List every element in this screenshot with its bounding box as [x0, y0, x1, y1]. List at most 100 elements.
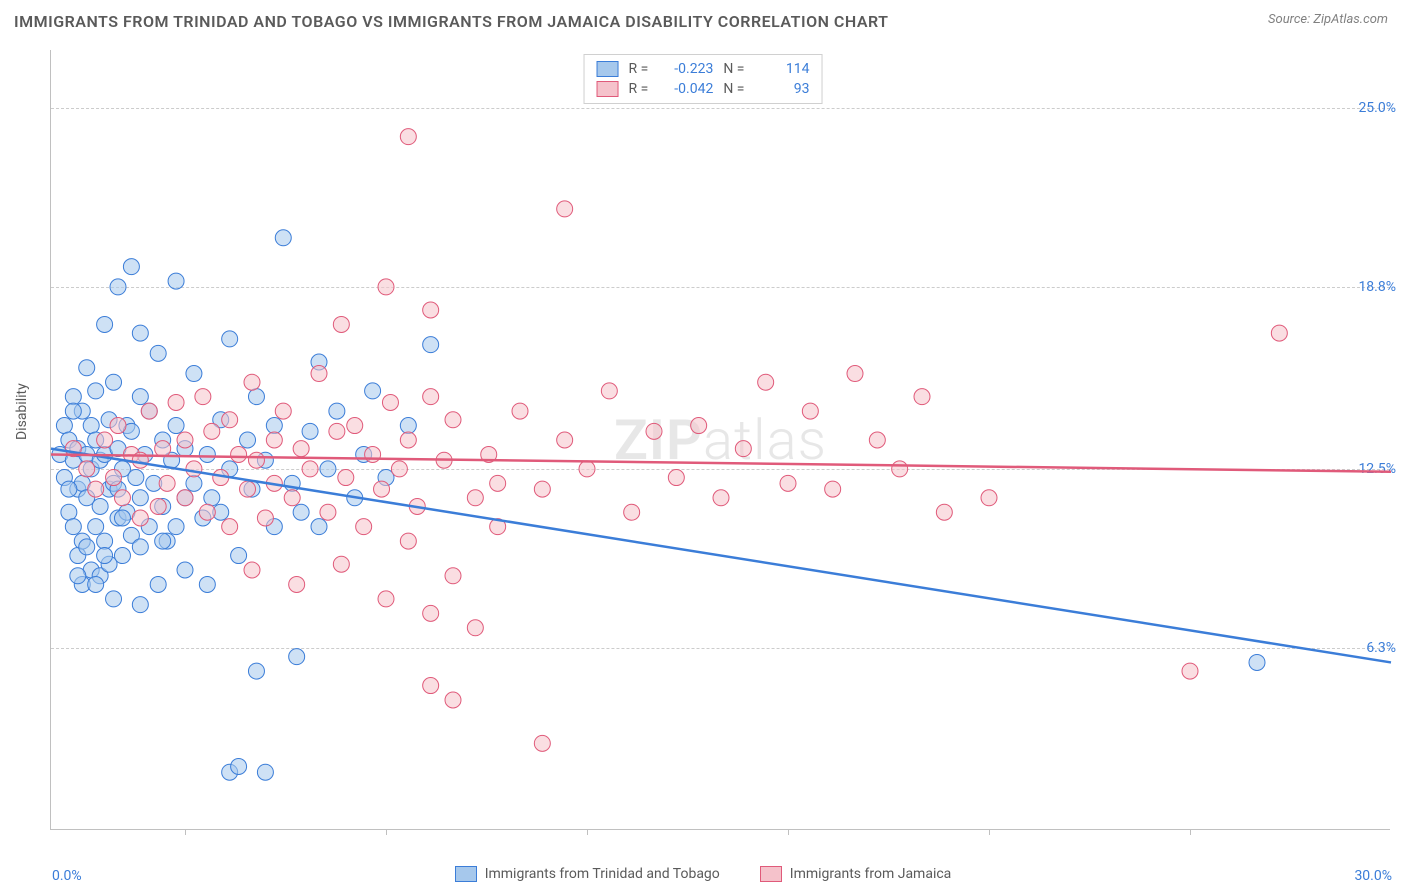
data-point	[356, 519, 372, 535]
data-point	[378, 279, 394, 295]
series-legend: Immigrants from Trinidad and TobagoImmig…	[0, 866, 1406, 882]
data-point	[83, 418, 99, 434]
data-point	[869, 432, 885, 448]
data-point	[320, 461, 336, 477]
data-point	[892, 461, 908, 477]
data-point	[123, 259, 139, 275]
legend-n-value: 114	[754, 61, 809, 77]
data-point	[56, 418, 72, 434]
data-point	[204, 490, 220, 506]
data-point	[1182, 663, 1198, 679]
data-point	[88, 383, 104, 399]
data-point	[155, 533, 171, 549]
data-point	[106, 591, 122, 607]
data-point	[467, 490, 483, 506]
data-point	[204, 423, 220, 439]
data-point	[231, 548, 247, 564]
data-point	[150, 498, 166, 514]
data-point	[222, 519, 238, 535]
data-point	[490, 475, 506, 491]
data-point	[248, 389, 264, 405]
data-point	[382, 394, 398, 410]
data-point	[132, 490, 148, 506]
data-point	[338, 470, 354, 486]
data-point	[847, 366, 863, 382]
correlation-legend: R =-0.223N =114R =-0.042N =93	[584, 54, 823, 104]
data-point	[240, 481, 256, 497]
data-point	[534, 481, 550, 497]
data-point	[106, 374, 122, 390]
data-point	[231, 446, 247, 462]
data-point	[150, 576, 166, 592]
data-point	[293, 441, 309, 457]
data-point	[329, 423, 345, 439]
y-axis-label: Disability	[14, 383, 30, 440]
data-point	[70, 568, 86, 584]
legend-swatch	[455, 866, 477, 882]
data-point	[88, 576, 104, 592]
data-point	[400, 432, 416, 448]
data-point	[557, 201, 573, 217]
data-point	[289, 649, 305, 665]
data-point	[79, 539, 95, 555]
data-point	[65, 519, 81, 535]
data-point	[186, 366, 202, 382]
data-point	[624, 504, 640, 520]
data-point	[423, 302, 439, 318]
data-point	[601, 383, 617, 399]
series-legend-item: Immigrants from Jamaica	[760, 866, 952, 882]
data-point	[88, 481, 104, 497]
chart-plot-area: ZIPatlas	[50, 50, 1390, 830]
data-point	[110, 279, 126, 295]
data-point	[311, 519, 327, 535]
data-point	[79, 360, 95, 376]
data-point	[168, 273, 184, 289]
legend-r-value: -0.223	[658, 61, 713, 77]
data-point	[1271, 325, 1287, 341]
data-point	[132, 325, 148, 341]
x-tick	[788, 829, 789, 835]
data-point	[914, 389, 930, 405]
data-point	[222, 331, 238, 347]
data-point	[378, 591, 394, 607]
data-point	[302, 423, 318, 439]
data-point	[311, 366, 327, 382]
data-point	[329, 403, 345, 419]
legend-r-label: R =	[629, 81, 649, 97]
legend-n-value: 93	[754, 81, 809, 97]
data-point	[244, 562, 260, 578]
data-point	[365, 446, 381, 462]
data-point	[222, 412, 238, 428]
data-point	[534, 735, 550, 751]
data-point	[320, 504, 336, 520]
data-point	[802, 403, 818, 419]
data-point	[423, 389, 439, 405]
data-point	[758, 374, 774, 390]
data-point	[159, 475, 175, 491]
data-point	[132, 510, 148, 526]
x-tick	[587, 829, 588, 835]
data-point	[266, 432, 282, 448]
data-point	[275, 230, 291, 246]
data-point	[400, 129, 416, 145]
data-point	[423, 337, 439, 353]
data-point	[168, 519, 184, 535]
data-point	[79, 461, 95, 477]
data-point	[97, 533, 113, 549]
data-point	[128, 470, 144, 486]
data-point	[302, 461, 318, 477]
data-point	[293, 504, 309, 520]
source-attribution: Source: ZipAtlas.com	[1268, 12, 1388, 27]
legend-swatch	[760, 866, 782, 882]
legend-r-label: R =	[629, 61, 649, 77]
data-point	[177, 490, 193, 506]
data-point	[248, 663, 264, 679]
data-point	[106, 470, 122, 486]
data-point	[132, 597, 148, 613]
legend-swatch	[597, 81, 619, 97]
data-point	[557, 432, 573, 448]
data-point	[231, 758, 247, 774]
data-point	[195, 389, 211, 405]
data-point	[579, 461, 595, 477]
data-point	[365, 383, 381, 399]
